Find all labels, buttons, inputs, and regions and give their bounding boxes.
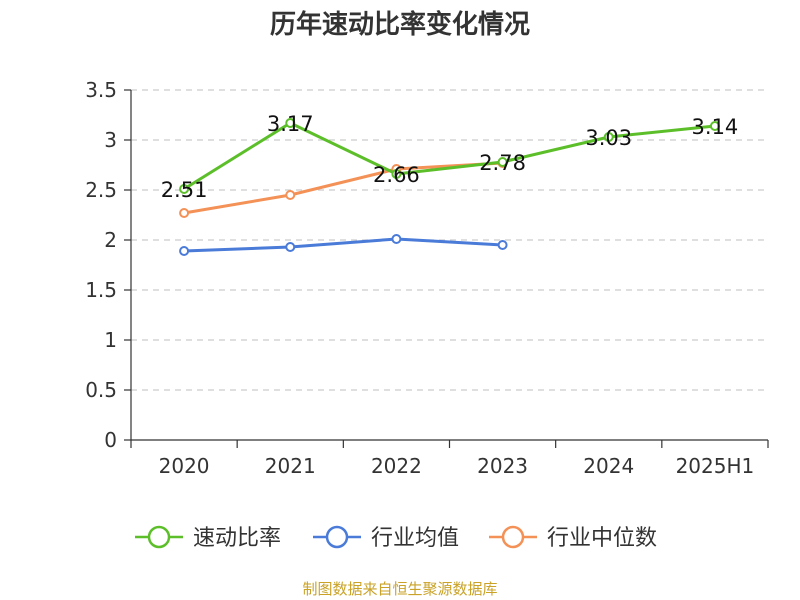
data-label: 2.78 bbox=[479, 151, 526, 175]
data-point bbox=[709, 121, 720, 131]
legend-marker bbox=[501, 525, 525, 549]
y-tick-label: 1.5 bbox=[85, 278, 117, 302]
data-label: 2.51 bbox=[161, 178, 208, 202]
x-tick-label: 2022 bbox=[371, 454, 422, 478]
x-tick-label: 2020 bbox=[159, 454, 210, 478]
legend-label: 行业均值 bbox=[371, 526, 459, 551]
y-tick-label: 1 bbox=[104, 328, 117, 352]
x-tick-label: 2023 bbox=[477, 454, 528, 478]
series-line bbox=[183, 161, 503, 215]
data-label: 3.17 bbox=[267, 112, 314, 136]
legend[interactable]: 速动比率 行业均值 行业中位数 bbox=[135, 525, 657, 551]
y-tick-label: 3.5 bbox=[85, 78, 117, 102]
data-point bbox=[497, 157, 508, 167]
data-point bbox=[285, 190, 296, 200]
legend-marker bbox=[147, 525, 171, 549]
y-tick-label: 3 bbox=[104, 128, 117, 152]
legend-item[interactable]: 速动比率 bbox=[135, 525, 281, 551]
data-label: 2.66 bbox=[373, 163, 420, 187]
data-point bbox=[179, 184, 190, 194]
series-layer bbox=[179, 118, 720, 256]
data-label: 3.14 bbox=[692, 115, 739, 139]
grid-layer bbox=[131, 89, 768, 391]
x-tick-label: 2024 bbox=[583, 454, 634, 478]
data-point bbox=[285, 242, 296, 252]
data-label: 3.03 bbox=[585, 126, 632, 150]
x-tick-label: 2021 bbox=[265, 454, 316, 478]
data-point bbox=[179, 246, 190, 256]
axis-layer: 0 0.5 1 1.5 2 2.5 3 3.5 2020 2021 2022 2023 2024 2025… bbox=[85, 78, 769, 478]
data-label-layer: 2.51 3.17 2.66 2.78 3.03 3.14 bbox=[161, 112, 739, 202]
y-tick-label: 0 bbox=[104, 428, 117, 452]
chart-title: 历年速动比率变化情况 bbox=[269, 10, 530, 40]
data-point bbox=[179, 208, 190, 218]
data-point bbox=[603, 132, 614, 142]
source-note: 制图数据来自恒生聚源数据库 bbox=[302, 580, 498, 598]
y-tick-label: 0.5 bbox=[85, 378, 117, 402]
data-point bbox=[391, 169, 402, 179]
series-line bbox=[183, 121, 716, 191]
y-tick-label: 2 bbox=[104, 228, 117, 252]
x-tick-label: 2025H1 bbox=[676, 454, 755, 478]
data-point bbox=[391, 234, 402, 244]
y-tick-label: 2.5 bbox=[85, 178, 117, 202]
legend-item[interactable]: 行业中位数 bbox=[489, 525, 657, 551]
data-point bbox=[497, 240, 508, 250]
legend-label: 行业中位数 bbox=[547, 526, 657, 551]
series-line bbox=[184, 237, 503, 253]
legend-label: 速动比率 bbox=[193, 526, 281, 551]
data-point bbox=[285, 118, 296, 128]
legend-item[interactable]: 行业均值 bbox=[313, 525, 459, 551]
legend-marker bbox=[325, 525, 349, 549]
